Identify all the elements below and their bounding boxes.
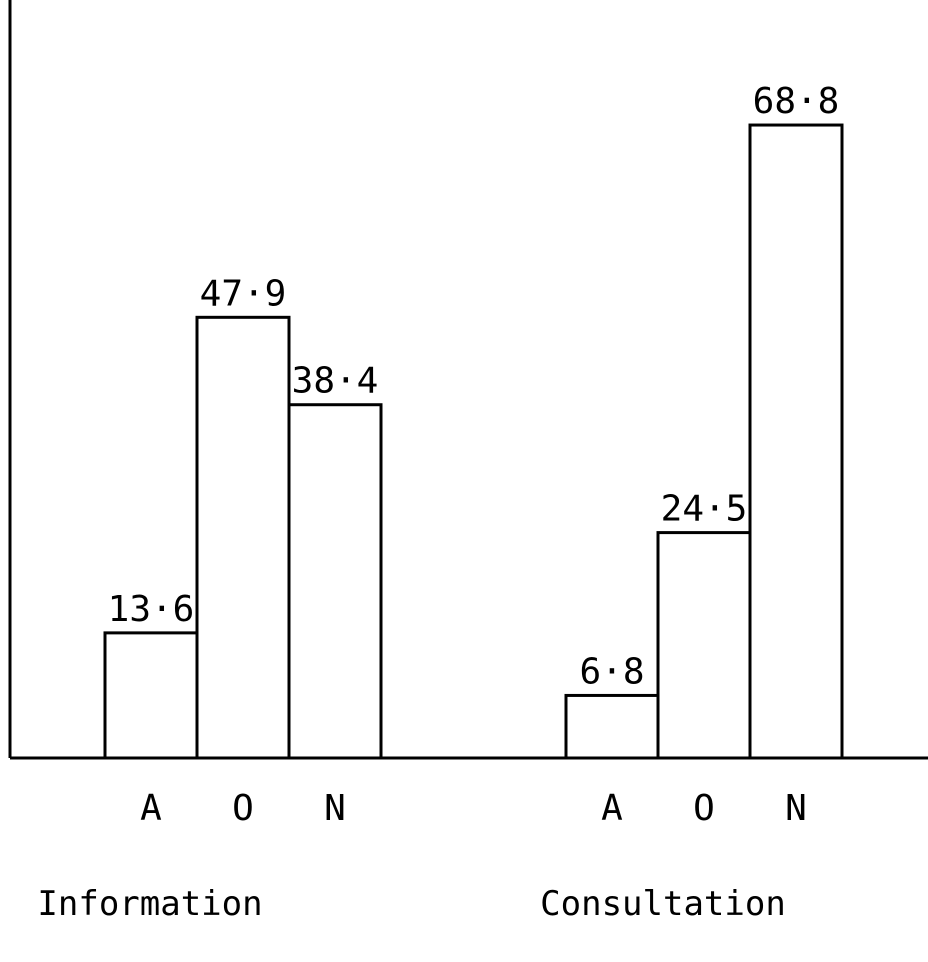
bar-consultation-n bbox=[748, 123, 844, 760]
value-label-consultation-o: 24·5 bbox=[661, 489, 748, 530]
value-label-information-n: 38·4 bbox=[292, 361, 379, 402]
value-label-information-o: 47·9 bbox=[200, 273, 287, 314]
category-label-consultation-a: A bbox=[601, 788, 623, 829]
bars-layer bbox=[103, 123, 844, 760]
value-label-information-a: 13·6 bbox=[108, 589, 195, 630]
group-label-information: Information bbox=[37, 884, 262, 924]
category-label-information-o: O bbox=[232, 788, 254, 829]
value-label-consultation-n: 68·8 bbox=[753, 81, 840, 122]
group-label-consultation: Consultation bbox=[540, 884, 786, 924]
bar-information-a bbox=[103, 631, 199, 760]
bar-consultation-o bbox=[656, 531, 752, 760]
bar-information-n bbox=[287, 403, 383, 760]
category-label-information-n: N bbox=[324, 788, 346, 829]
category-label-consultation-o: O bbox=[693, 788, 715, 829]
category-label-information-a: A bbox=[140, 788, 162, 829]
bar-consultation-a bbox=[564, 693, 660, 760]
labels-layer: 13·6 A 47·9 O 38·4 N Information 6·8 A 24·5 O 68·8 N… bbox=[37, 81, 839, 924]
value-label-consultation-a: 6·8 bbox=[579, 651, 644, 692]
bar-information-o bbox=[195, 315, 291, 760]
category-label-consultation-n: N bbox=[785, 788, 807, 829]
